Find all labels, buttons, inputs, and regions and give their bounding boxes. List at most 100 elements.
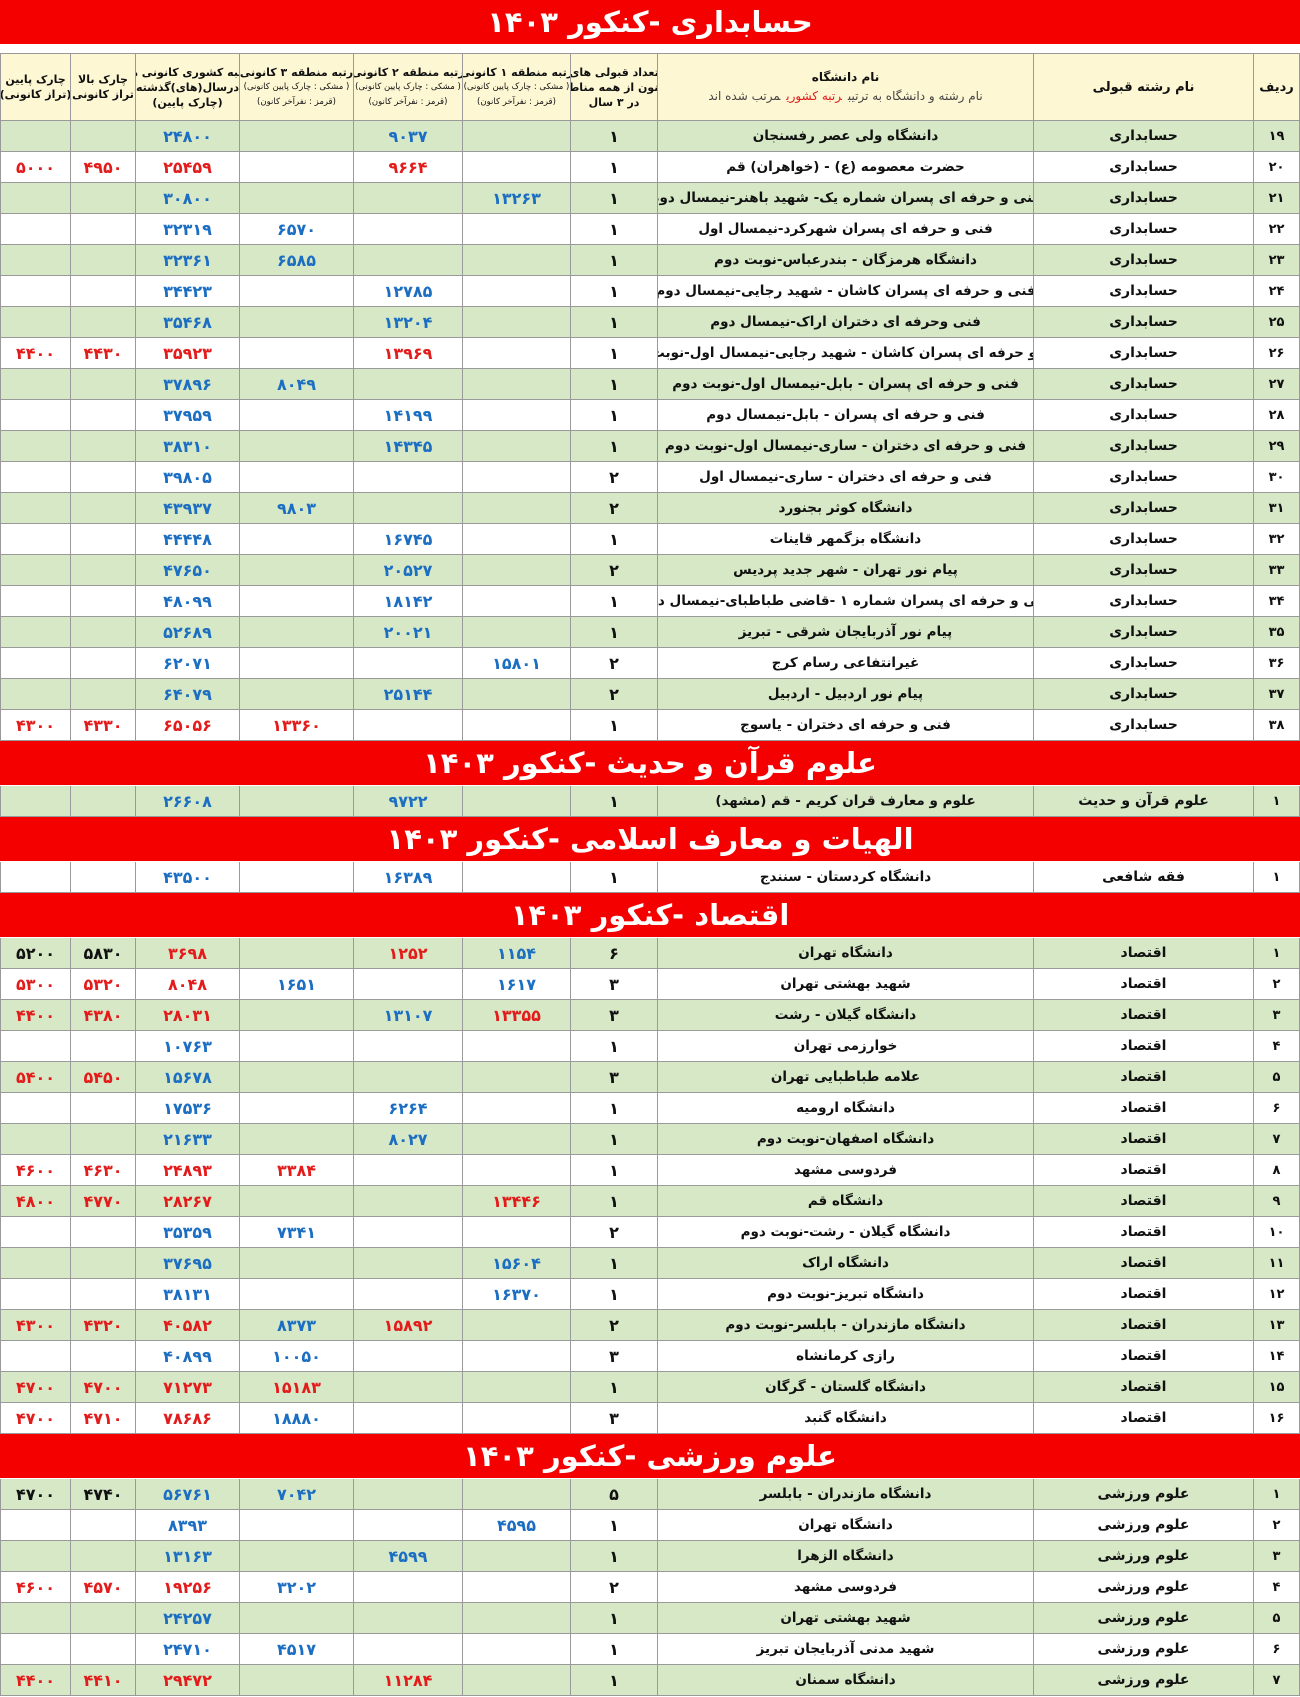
cell-text: فنی و حرفه ای پسران کاشان - شهید رجایی-ن…: [657, 345, 1033, 361]
table-cell: ۳: [570, 1341, 657, 1372]
table-cell: ۴۸۰۹۹: [135, 586, 239, 617]
cell-number: ۲: [609, 560, 619, 580]
cell-number: ۳۲۰۲: [276, 1577, 317, 1597]
cell-number: ۲: [609, 1315, 619, 1335]
cell-number: ۱۰۰۵۰: [272, 1346, 321, 1366]
table-cell: علوم ورزشی: [1033, 1541, 1253, 1572]
table-cell: دانشگاه بزگمهر قاینات: [657, 524, 1033, 555]
cell-text: ۳۶: [1268, 655, 1285, 671]
header-line: ردیف: [1259, 79, 1294, 95]
table-cell: [462, 862, 570, 893]
table-cell: فنی و حرفه ای پسران - بابل-نیمسال اول-نو…: [657, 369, 1033, 400]
table-cell: [70, 1341, 135, 1372]
cell-text: رازی کرمانشاه: [796, 1348, 895, 1364]
table-cell: ۲۶: [1253, 338, 1300, 369]
table-cell: حسابداری: [1033, 183, 1253, 214]
cell-text: حسابداری: [1109, 686, 1178, 702]
cell-text: ۳۲: [1268, 531, 1285, 547]
table-row: ۴ علوم ورزشی فردوسی مشهد ۲ ۳۲۰۲ ۱۹۲۵۶ ۴۵۷۰ ۴۶۰۰: [0, 1572, 1300, 1603]
table-cell: حسابداری: [1033, 710, 1253, 741]
cell-text: ۳۳: [1268, 562, 1285, 578]
cell-text: دانشگاه کوثر بجنورد: [778, 500, 913, 516]
cell-number: ۷۸۶۸۶: [163, 1408, 212, 1428]
cell-text: علوم ورزشی: [1097, 1672, 1190, 1688]
table-cell: [462, 710, 570, 741]
cell-text: دانشگاه هرمزگان - بندرعباس-نوبت دوم: [714, 252, 977, 268]
table-row: ۱۰ اقتصاد دانشگاه گیلان - رشت-نوبت دوم ۲ ۷۳۴…: [0, 1217, 1300, 1248]
table-cell: [0, 586, 70, 617]
cell-text: دانشگاه اراک: [802, 1255, 889, 1271]
table-cell: ۵۴۰۰: [0, 1062, 70, 1093]
table-cell: ۱۴۳۴۵: [353, 431, 462, 462]
table-cell: ۵۳۰۰: [0, 969, 70, 1000]
cell-number: ۳۷۶۹۵: [163, 1253, 212, 1273]
table-row: ۱۶ اقتصاد دانشگاه گنبد ۳ ۱۸۸۸۰ ۷۸۶۸۶ ۴۷۱۰ ۴۷۰۰: [0, 1403, 1300, 1434]
spacer: [0, 45, 1300, 53]
table-cell: اقتصاد: [1033, 1372, 1253, 1403]
table-cell: دانشگاه گلستان - گرگان: [657, 1372, 1033, 1403]
table-cell: ۳: [570, 1403, 657, 1434]
cell-number: ۱۳۴۴۶: [492, 1191, 541, 1211]
table-cell: [462, 400, 570, 431]
table-cell: [70, 400, 135, 431]
cell-number: ۱: [609, 1129, 619, 1149]
table-cell: دانشگاه گیلان - رشت: [657, 1000, 1033, 1031]
table-row: ۷ اقتصاد دانشگاه اصفهان-نوبت دوم ۱ ۸۰۲۷ ۲۱۶۳۳: [0, 1124, 1300, 1155]
table-cell: [0, 214, 70, 245]
table-cell: [353, 1155, 462, 1186]
table-cell: ۷۱۲۷۳: [135, 1372, 239, 1403]
table-cell: ۱: [1253, 786, 1300, 817]
table-cell: [239, 1062, 353, 1093]
cell-number: ۱: [609, 219, 619, 239]
table-cell: ۶۲۰۷۱: [135, 648, 239, 679]
table-cell: ۳۷۹۵۹: [135, 400, 239, 431]
table-cell: [239, 152, 353, 183]
cell-number: ۹۶۶۴: [388, 157, 428, 177]
table-cell: ۴۵۱۷: [239, 1634, 353, 1665]
table-cell: ۴: [1253, 1031, 1300, 1062]
cell-number: ۳۵۳۵۹: [163, 1222, 212, 1242]
table-cell: ۱۹: [1253, 121, 1300, 152]
table-cell: [70, 1541, 135, 1572]
table-cell: رازی کرمانشاه: [657, 1341, 1033, 1372]
table-cell: ۵۳۲۰: [70, 969, 135, 1000]
table-cell: ۳۰: [1253, 462, 1300, 493]
cell-number: ۲۰۵۲۷: [383, 560, 433, 580]
cell-text: دانشگاه تهران: [798, 1517, 893, 1533]
cell-text: غیرانتفاعی رسام کرج: [771, 655, 920, 671]
table-cell: ۱: [570, 307, 657, 338]
table-cell: ۱۶۷۴۵: [353, 524, 462, 555]
table-cell: ۲۹۴۷۲: [135, 1665, 239, 1696]
table-cell: حسابداری: [1033, 679, 1253, 710]
table-row: ۳۲ حسابداری دانشگاه بزگمهر قاینات ۱ ۱۶۷۴۵ ۴۴۴…: [0, 524, 1300, 555]
header-line: رتبه منطقه ۳ کانونی: [239, 65, 353, 79]
cell-number: ۳۲۳۱۹: [163, 219, 212, 239]
table-cell: [462, 1093, 570, 1124]
table-row: ۳۰ حسابداری فنی و حرفه ای دختران - ساری-نی…: [0, 462, 1300, 493]
cell-number: ۱: [609, 622, 619, 642]
cell-text: پیام نور تهران - شهر جدید پردیس: [733, 562, 958, 578]
table-cell: ۴۳۰۰: [0, 1310, 70, 1341]
table-cell: ۶: [570, 938, 657, 969]
table-cell: ۲: [570, 1572, 657, 1603]
table-cell: حسابداری: [1033, 493, 1253, 524]
table-row: ۲۲ حسابداری فنی و حرفه ای پسران شهرکرد-نیم…: [0, 214, 1300, 245]
table-cell: ۷: [1253, 1665, 1300, 1696]
cell-number: ۱: [609, 126, 619, 146]
table-cell: اقتصاد: [1033, 1155, 1253, 1186]
cell-number: ۱۳۳۶۰: [272, 715, 321, 735]
table-cell: ۱۶۳۸۹: [353, 862, 462, 893]
table-cell: فنی وحرفه ای دختران اراک-نیمسال دوم: [657, 307, 1033, 338]
cell-text: ۱۳: [1268, 1317, 1285, 1333]
table-cell: ۱: [570, 369, 657, 400]
cell-text: حسابداری: [1109, 469, 1178, 485]
cell-number: ۳: [609, 1408, 619, 1428]
table-cell: ۲: [570, 1310, 657, 1341]
table-cell: ۱: [570, 214, 657, 245]
table-row: ۲۴ حسابداری فنی و حرفه ای پسران کاشان - شه…: [0, 276, 1300, 307]
table-cell: حسابداری: [1033, 586, 1253, 617]
table-cell: علوم ورزشی: [1033, 1665, 1253, 1696]
cell-number: ۱۸۸۸۰: [272, 1408, 321, 1428]
cell-number: ۱۵۸۹۲: [383, 1315, 433, 1335]
table-row: ۱۹ حسابداری دانشگاه ولی عصر رفسنجان ۱ ۹۰۳۷ ۲۴…: [0, 121, 1300, 152]
